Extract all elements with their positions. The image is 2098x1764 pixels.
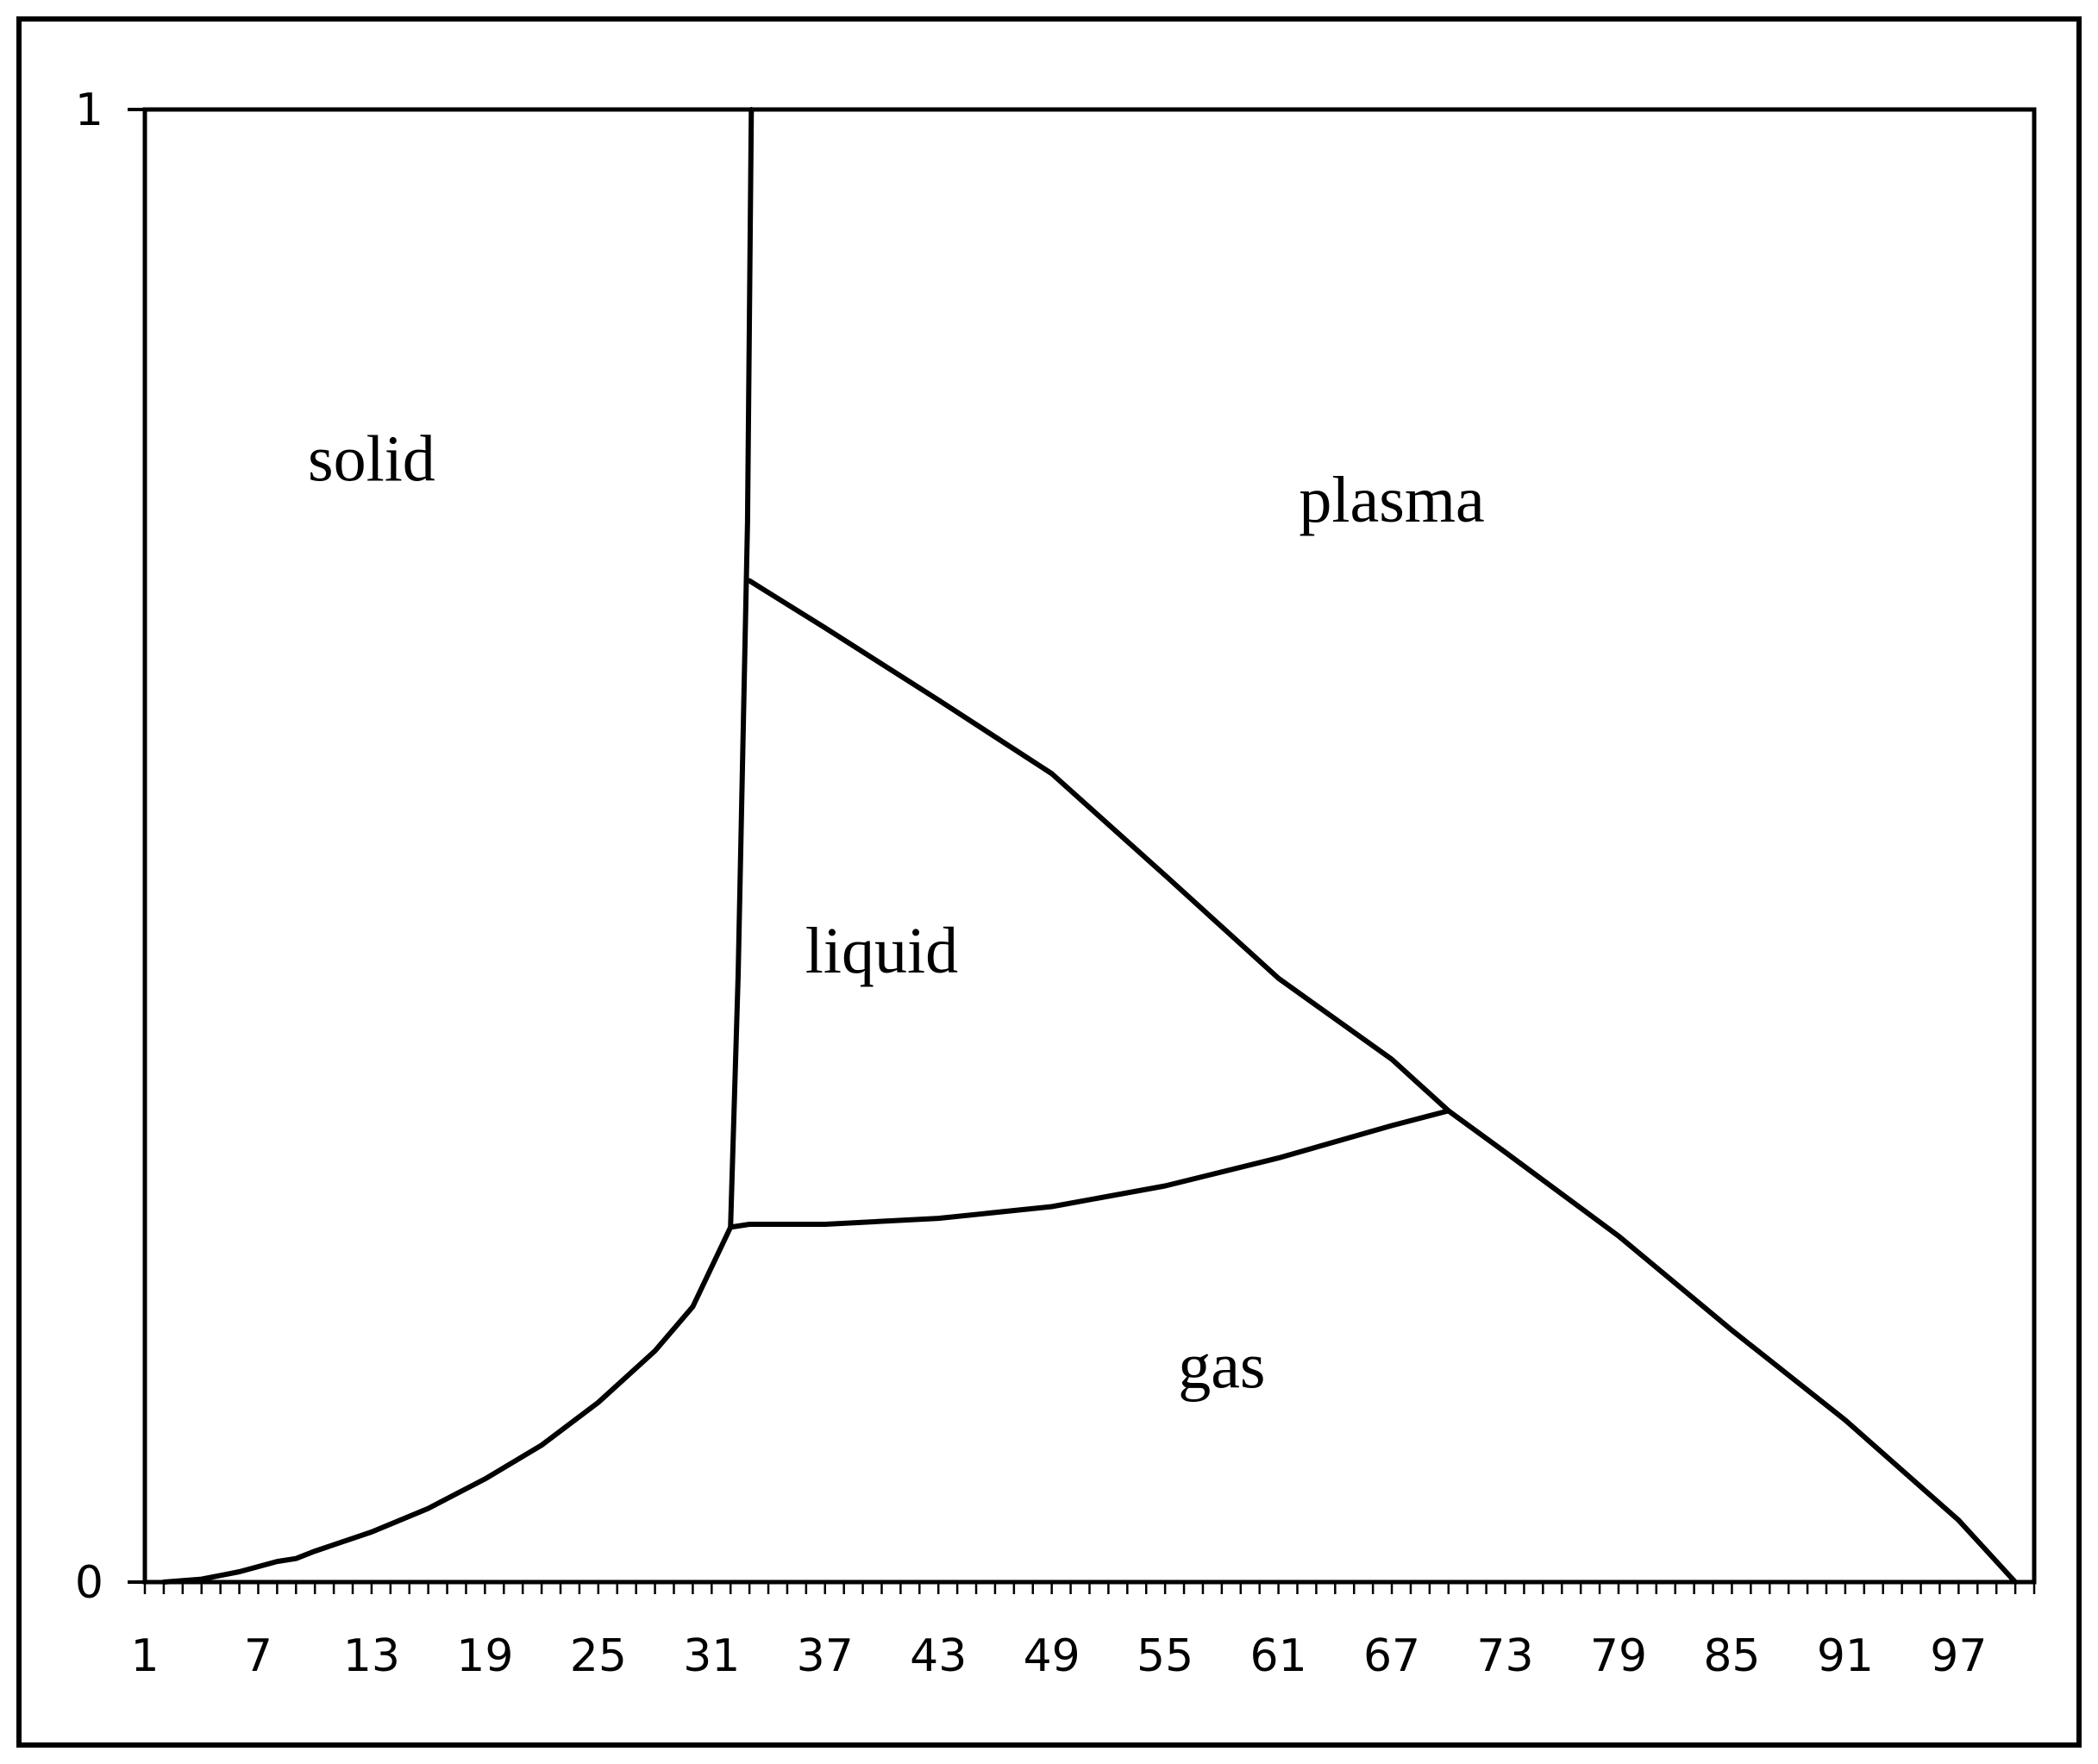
- region-labels: solid plasma liquid gas: [308, 422, 1485, 1402]
- y-axis: 01: [75, 84, 145, 1609]
- x-tick-label: 85: [1703, 1630, 1760, 1682]
- x-tick-label: 19: [456, 1630, 513, 1682]
- region-label-gas: gas: [1178, 1330, 1265, 1403]
- x-tick-label: 73: [1476, 1630, 1533, 1682]
- x-tick-label: 31: [683, 1630, 740, 1682]
- x-tick-label: 25: [570, 1630, 627, 1682]
- x-tick-label: 91: [1817, 1630, 1874, 1682]
- x-tick-label: 43: [910, 1630, 967, 1682]
- x-minor-ticks: [143, 1582, 2036, 1594]
- region-label-liquid: liquid: [805, 915, 958, 987]
- x-tick-label: 61: [1250, 1630, 1307, 1682]
- phase-boundary-line: [160, 1224, 734, 1585]
- y-tick-label: 0: [75, 1557, 103, 1609]
- y-tick-label: 1: [75, 84, 103, 136]
- phase-boundary-line: [728, 1108, 1451, 1230]
- region-label-solid: solid: [308, 422, 435, 495]
- x-tick-label: 67: [1363, 1630, 1420, 1682]
- x-tick-label: 1: [130, 1630, 159, 1682]
- x-tick-label: 49: [1024, 1630, 1080, 1682]
- x-tick-label: 7: [244, 1630, 272, 1682]
- outer-frame: [16, 16, 2082, 1748]
- region-label-plasma: plasma: [1299, 464, 1484, 536]
- x-tick-label: 37: [797, 1630, 854, 1682]
- phase-boundary-line: [747, 578, 2019, 1585]
- x-tick-label: 13: [343, 1630, 400, 1682]
- x-tick-label: 55: [1137, 1630, 1193, 1682]
- phase-boundaries: [160, 107, 2019, 1585]
- x-tick-labels: 1 7 13 19 25 31 37 43 49 55 61 67 73 79 85 91 97: [130, 1630, 1987, 1682]
- phase-boundary-line: [728, 107, 755, 1230]
- x-tick-label: 79: [1590, 1630, 1647, 1682]
- x-tick-label: 97: [1930, 1630, 1987, 1682]
